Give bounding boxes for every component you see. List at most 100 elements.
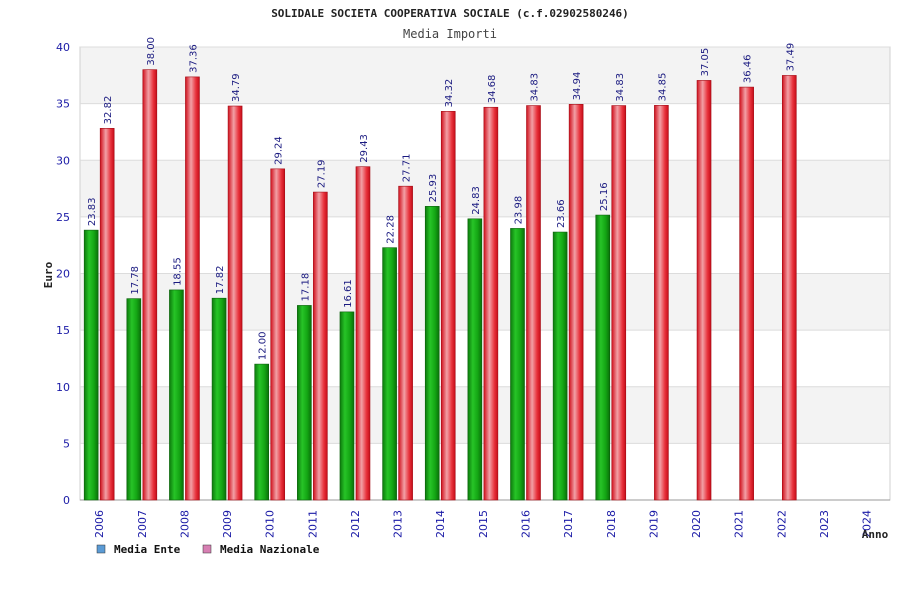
x-tick-label-2015: 2015	[477, 510, 490, 538]
bar-media-ente-2017	[552, 231, 568, 501]
bar-media-nazionale-2006	[99, 128, 115, 501]
data-label-media-nazionale-2007: 38.00	[146, 37, 157, 66]
x-tick-label-2008: 2008	[178, 510, 191, 538]
x-tick-label-2019: 2019	[647, 510, 660, 538]
data-label-media-nazionale-2012: 29.43	[359, 134, 370, 163]
y-axis-ticks: 0 5 10 15 20 25 30 35 40	[56, 41, 70, 507]
legend-swatch-media-ente	[96, 544, 106, 554]
legend-swatch-media-nazionale	[202, 544, 212, 554]
legend-label-media-ente: Media Ente	[114, 543, 181, 556]
data-label-media-nazionale-2019: 34.85	[657, 73, 668, 102]
data-label-media-nazionale-2017: 34.94	[572, 72, 583, 101]
data-label-media-nazionale-2011: 27.19	[316, 159, 327, 188]
x-axis-ticks: 2006 2007 2008 2009 2010 2011 2012 2013 2014 2015…	[93, 510, 873, 538]
bar-media-nazionale-2020	[696, 80, 712, 501]
x-tick-label-2012: 2012	[349, 510, 362, 538]
bar-media-nazionale-2010	[270, 168, 286, 501]
y-tick-label: 25	[56, 211, 70, 224]
x-tick-label-2021: 2021	[733, 510, 746, 538]
bar-media-nazionale-2014	[440, 111, 456, 501]
data-label-media-nazionale-2009: 34.79	[231, 73, 242, 102]
data-label-media-nazionale-2015: 34.68	[487, 75, 498, 104]
y-tick-label: 20	[56, 268, 70, 281]
bars	[83, 69, 797, 501]
bar-media-ente-2013	[382, 247, 397, 501]
bar-media-nazionale-2022	[781, 75, 797, 501]
bar-media-nazionale-2012	[355, 166, 371, 501]
bar-media-nazionale-2021	[739, 86, 754, 501]
data-label-media-nazionale-2022: 37.49	[785, 43, 796, 72]
data-labels: 23.83 32.82 17.78 38.00 18.55 37.36 17.82 34.79…	[87, 37, 796, 360]
bar-media-nazionale-2007	[142, 69, 158, 501]
bar-media-nazionale-2008	[185, 76, 200, 501]
bar-media-nazionale-2009	[227, 105, 243, 501]
data-label-media-ente-2013: 22.28	[386, 215, 397, 244]
data-label-media-ente-2011: 17.18	[300, 273, 311, 302]
data-label-media-nazionale-2010: 29.24	[274, 136, 285, 165]
y-tick-label: 15	[56, 324, 70, 337]
chart-subtitle: Media Importi	[403, 27, 497, 41]
x-tick-label-2007: 2007	[136, 510, 149, 538]
bar-media-ente-2012	[339, 311, 355, 501]
bar-media-nazionale-2017	[568, 104, 584, 501]
bar-media-nazionale-2015	[483, 106, 499, 501]
plot-band	[80, 47, 890, 104]
data-label-media-ente-2014: 25.93	[428, 174, 439, 203]
bar-media-ente-2006	[83, 229, 99, 501]
x-tick-label-2023: 2023	[818, 510, 831, 538]
data-label-media-ente-2009: 17.82	[215, 266, 226, 295]
bar-media-ente-2014	[424, 206, 440, 501]
y-tick-label: 40	[56, 41, 70, 54]
bar-media-ente-2011	[297, 305, 312, 501]
data-label-media-ente-2010: 12.00	[258, 331, 269, 360]
bar-media-ente-2008	[169, 289, 184, 501]
x-tick-label-2020: 2020	[690, 510, 703, 538]
bar-media-ente-2007	[126, 298, 142, 501]
bar-media-ente-2009	[211, 297, 227, 501]
data-label-media-ente-2015: 24.83	[471, 186, 482, 215]
x-tick-label-2014: 2014	[434, 510, 447, 538]
bar-media-nazionale-2018	[611, 105, 627, 501]
legend-label-media-nazionale: Media Nazionale	[220, 543, 320, 556]
bar-media-nazionale-2019	[654, 105, 669, 501]
bar-media-nazionale-2016	[526, 105, 541, 501]
x-tick-label-2009: 2009	[221, 510, 234, 538]
y-tick-label: 0	[63, 494, 70, 507]
x-axis-title: Anno	[862, 528, 889, 541]
y-tick-label: 30	[56, 154, 70, 167]
data-label-media-ente-2006: 23.83	[87, 197, 98, 226]
y-axis-title: Euro	[42, 261, 55, 288]
y-tick-label: 35	[56, 98, 70, 111]
data-label-media-ente-2008: 18.55	[172, 257, 183, 286]
data-label-media-nazionale-2013: 27.71	[402, 154, 413, 183]
data-label-media-nazionale-2018: 34.83	[615, 73, 626, 102]
bar-media-ente-2016	[510, 228, 525, 501]
bar-media-ente-2010	[254, 363, 270, 501]
x-tick-label-2024: 2024	[861, 510, 874, 538]
y-tick-label: 10	[56, 381, 70, 394]
bar-media-nazionale-2013	[398, 185, 413, 501]
data-label-media-nazionale-2014: 34.32	[444, 79, 455, 108]
data-label-media-ente-2016: 23.98	[514, 196, 525, 225]
data-label-media-nazionale-2020: 37.05	[700, 48, 711, 77]
x-tick-label-2018: 2018	[605, 510, 618, 538]
data-label-media-nazionale-2006: 32.82	[103, 96, 114, 125]
x-tick-label-2017: 2017	[562, 510, 575, 538]
x-tick-label-2006: 2006	[93, 510, 106, 538]
x-tick-label-2016: 2016	[520, 510, 533, 538]
data-label-media-nazionale-2008: 37.36	[188, 44, 199, 73]
x-tick-label-2013: 2013	[392, 510, 405, 538]
bar-media-nazionale-2011	[313, 191, 328, 501]
data-label-media-nazionale-2021: 36.46	[743, 54, 754, 83]
data-label-media-ente-2017: 23.66	[556, 199, 567, 228]
data-label-media-ente-2007: 17.78	[130, 266, 141, 295]
bar-media-ente-2015	[467, 218, 483, 501]
data-label-media-ente-2012: 16.61	[343, 279, 354, 308]
x-tick-label-2010: 2010	[264, 510, 277, 538]
x-tick-label-2022: 2022	[775, 510, 788, 538]
x-tick-label-2011: 2011	[306, 510, 319, 538]
data-label-media-nazionale-2016: 34.83	[530, 73, 541, 102]
data-label-media-ente-2018: 25.16	[599, 182, 610, 211]
